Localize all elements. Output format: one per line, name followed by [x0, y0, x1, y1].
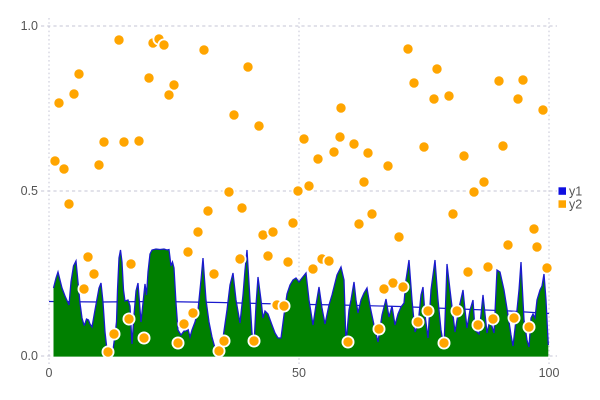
- svg-text:100: 100: [539, 366, 560, 380]
- svg-text:0.5: 0.5: [21, 184, 38, 198]
- svg-text:0: 0: [46, 366, 53, 380]
- svg-text:y1: y1: [569, 185, 582, 199]
- svg-text:1.0: 1.0: [21, 19, 38, 33]
- svg-text:y2: y2: [569, 198, 582, 212]
- svg-text:50: 50: [292, 366, 306, 380]
- svg-text:0.0: 0.0: [21, 349, 38, 363]
